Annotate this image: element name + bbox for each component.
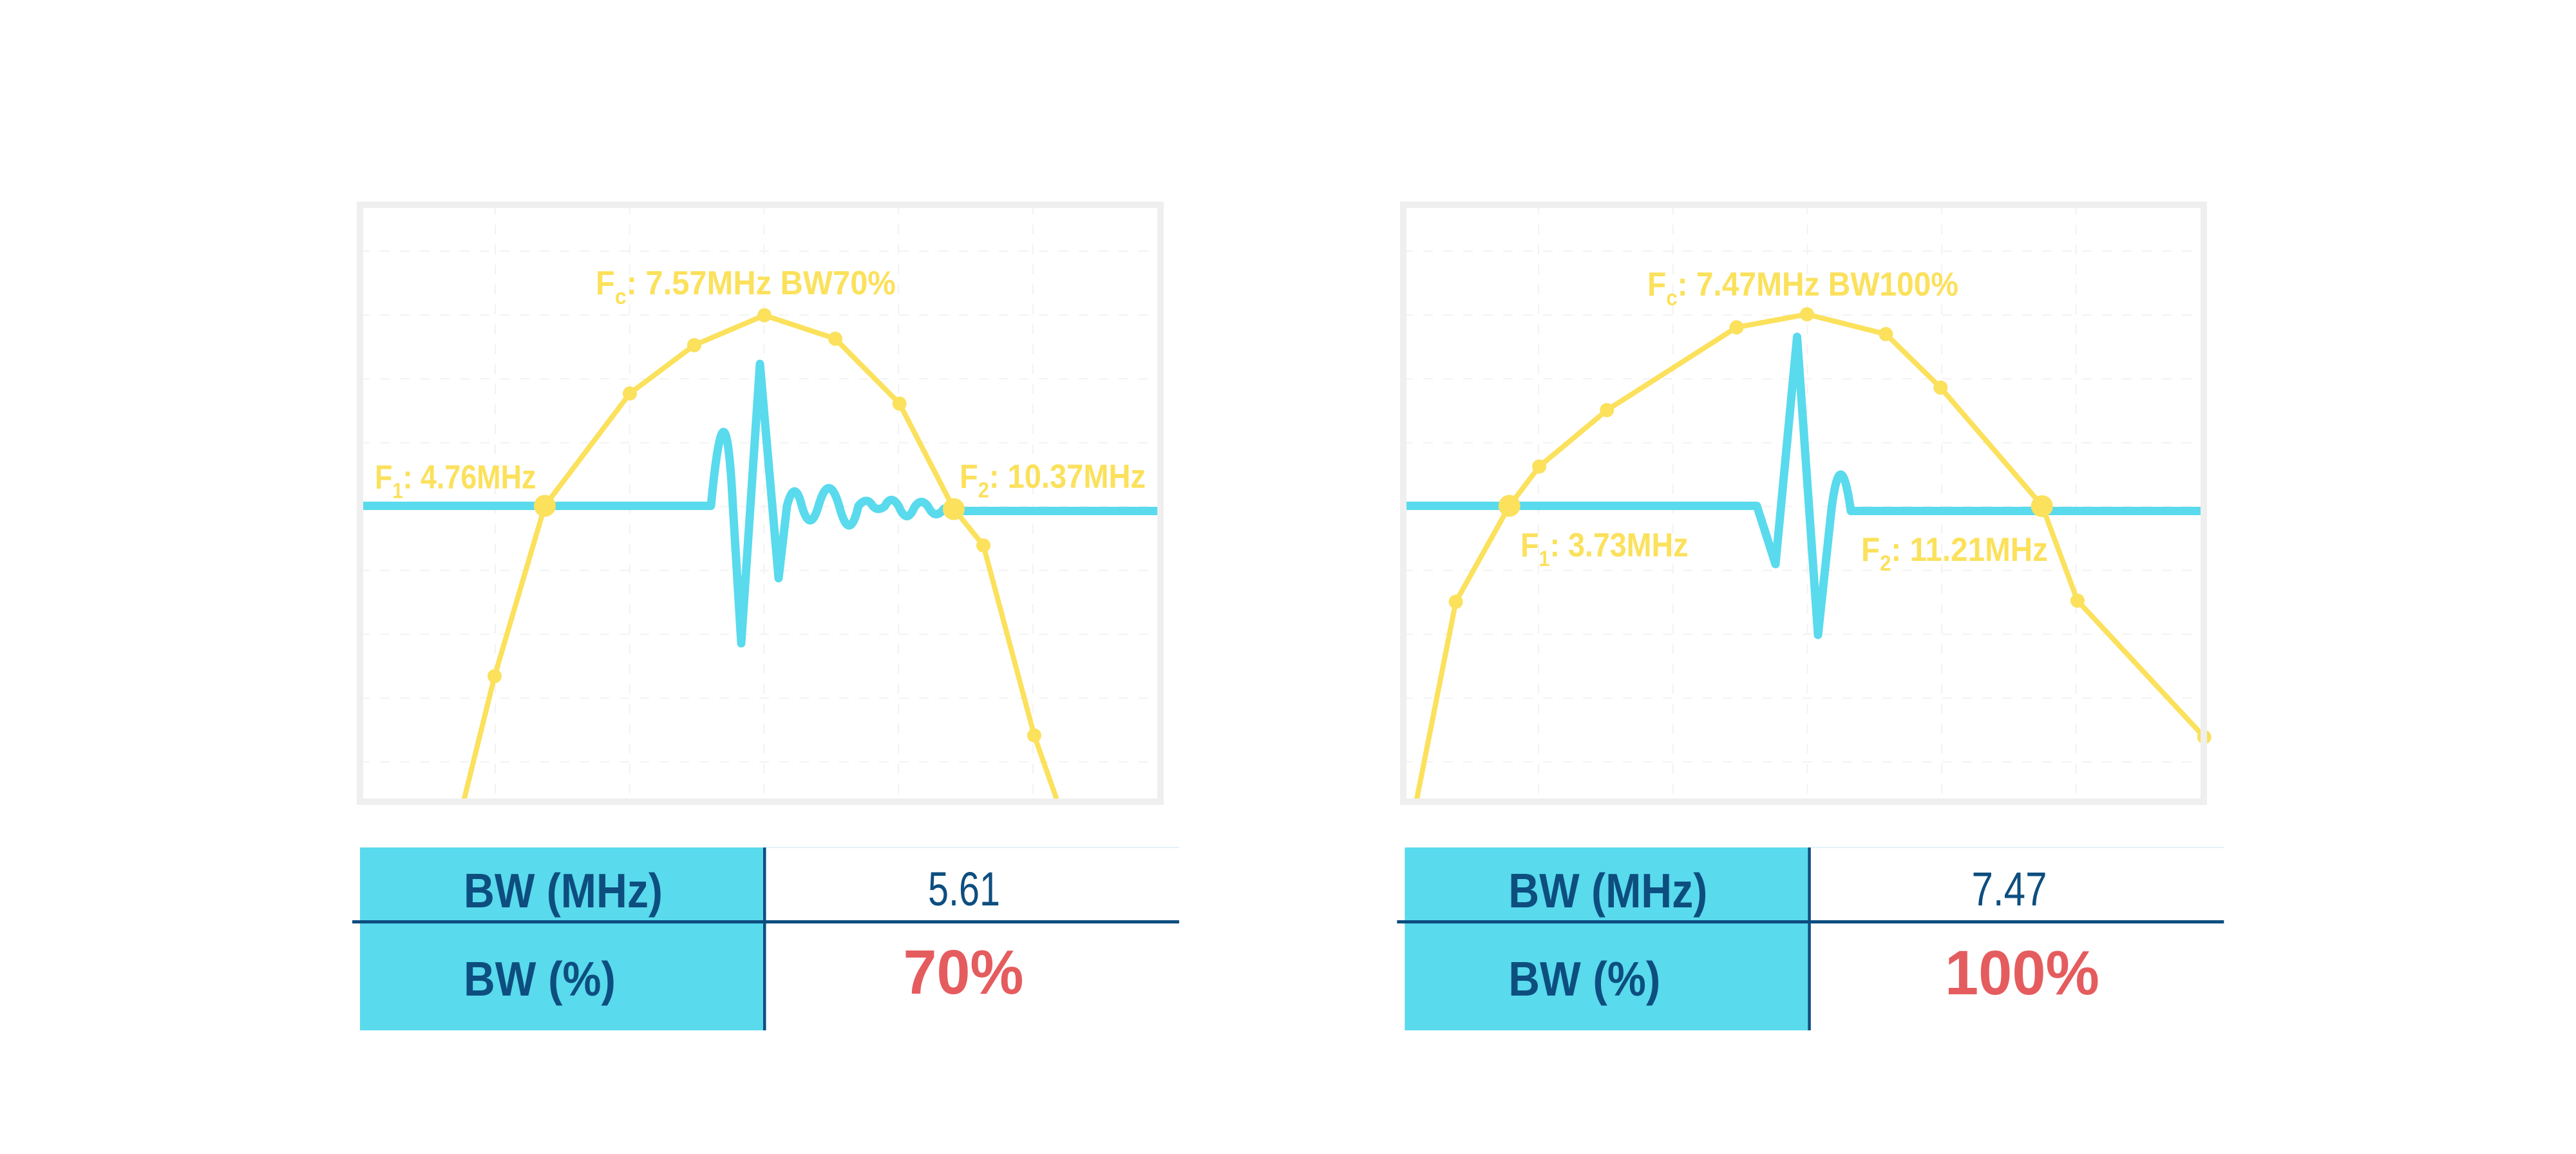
svg-text:5.61: 5.61 — [928, 862, 1000, 916]
svg-text:7.47: 7.47 — [1972, 862, 2047, 916]
svg-text:BW (%): BW (%) — [1508, 952, 1660, 1006]
svg-text:F1: 4.76MHz: F1: 4.76MHz — [375, 459, 536, 503]
svg-text:F2: 11.21MHz: F2: 11.21MHz — [1861, 531, 2048, 575]
svg-text:F1: 3.73MHz: F1: 3.73MHz — [1520, 527, 1689, 571]
svg-text:Fc: 7.57MHz BW70%: Fc: 7.57MHz BW70% — [596, 264, 896, 309]
svg-text:70%: 70% — [904, 937, 1024, 1007]
svg-text:100%: 100% — [1945, 938, 2099, 1008]
svg-text:F2: 10.37MHz: F2: 10.37MHz — [960, 457, 1146, 502]
svg-text:Fc: 7.47MHz BW100%: Fc: 7.47MHz BW100% — [1647, 265, 1958, 310]
svg-text:BW (MHz): BW (MHz) — [1508, 864, 1707, 918]
svg-text:BW (MHz): BW (MHz) — [464, 864, 663, 918]
svg-text:BW (%): BW (%) — [464, 952, 616, 1006]
